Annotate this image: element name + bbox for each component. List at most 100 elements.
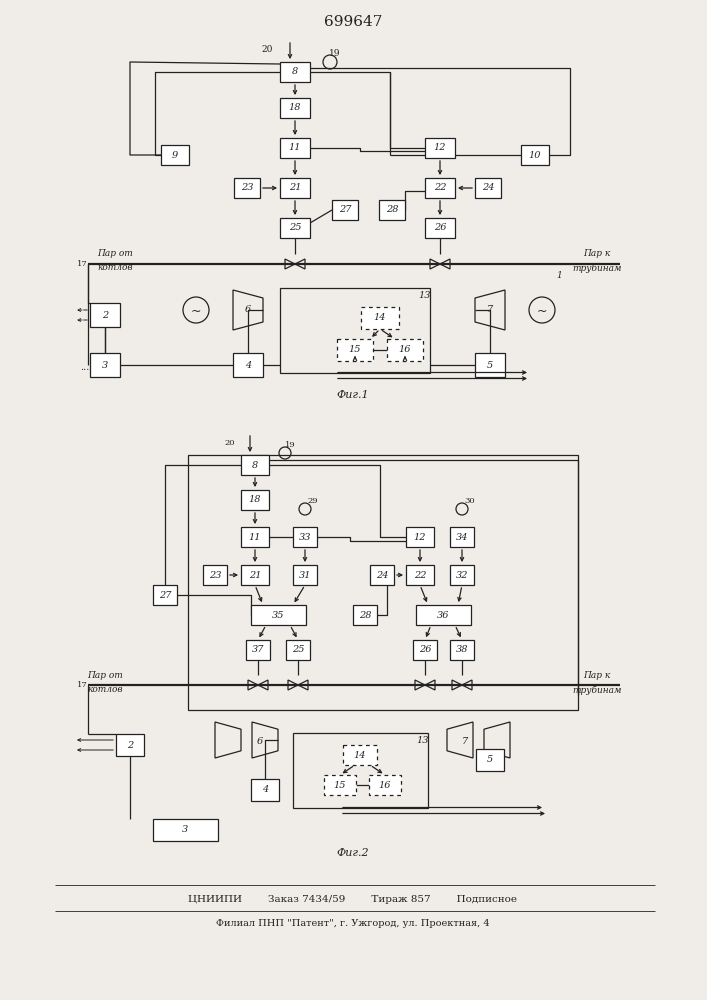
Text: 22: 22 bbox=[414, 570, 426, 580]
Bar bbox=[332, 200, 358, 220]
Bar bbox=[161, 145, 189, 165]
Text: котлов: котлов bbox=[97, 263, 133, 272]
Bar bbox=[280, 138, 310, 158]
Text: 13: 13 bbox=[419, 291, 431, 300]
Text: 6: 6 bbox=[257, 738, 263, 746]
Text: 29: 29 bbox=[308, 497, 318, 505]
Text: 26: 26 bbox=[419, 646, 431, 654]
Bar bbox=[241, 490, 269, 510]
Bar bbox=[387, 339, 423, 361]
Text: Пар от: Пар от bbox=[97, 249, 133, 258]
Bar bbox=[475, 353, 505, 377]
Bar bbox=[521, 145, 549, 165]
Text: 23: 23 bbox=[209, 570, 221, 580]
Text: 5: 5 bbox=[487, 360, 493, 369]
Text: 24: 24 bbox=[481, 184, 494, 192]
Text: ...: ... bbox=[81, 362, 90, 371]
Bar bbox=[251, 779, 279, 801]
Bar bbox=[280, 62, 310, 82]
Text: 10: 10 bbox=[529, 150, 542, 159]
Bar bbox=[413, 640, 437, 660]
Bar bbox=[353, 605, 377, 625]
Text: 1: 1 bbox=[556, 271, 562, 280]
Bar bbox=[425, 178, 455, 198]
Bar bbox=[188, 455, 578, 710]
Text: Пар от: Пар от bbox=[87, 670, 123, 680]
Text: 24: 24 bbox=[375, 570, 388, 580]
Bar bbox=[250, 605, 305, 625]
Bar bbox=[246, 640, 270, 660]
Bar bbox=[406, 527, 434, 547]
Text: Фиг.2: Фиг.2 bbox=[337, 848, 369, 858]
Bar bbox=[153, 585, 177, 605]
Text: 17: 17 bbox=[77, 681, 88, 689]
Text: 12: 12 bbox=[414, 532, 426, 542]
Text: 14: 14 bbox=[374, 314, 386, 322]
Bar bbox=[425, 138, 455, 158]
Text: 15: 15 bbox=[334, 780, 346, 790]
Text: 36: 36 bbox=[437, 610, 449, 619]
Bar bbox=[293, 565, 317, 585]
Text: Пар к: Пар к bbox=[583, 249, 611, 258]
Text: Филиал ПНП "Патент", г. Ужгород, ул. Проектная, 4: Филиал ПНП "Патент", г. Ужгород, ул. Про… bbox=[216, 918, 490, 928]
Bar bbox=[280, 288, 430, 372]
Text: 8: 8 bbox=[252, 460, 258, 470]
Text: 12: 12 bbox=[434, 143, 446, 152]
Text: 35: 35 bbox=[271, 610, 284, 619]
Bar bbox=[280, 98, 310, 118]
Text: 27: 27 bbox=[339, 206, 351, 215]
Text: 3: 3 bbox=[182, 826, 188, 834]
Bar bbox=[379, 200, 405, 220]
Bar bbox=[293, 527, 317, 547]
Bar bbox=[233, 353, 263, 377]
Bar bbox=[286, 640, 310, 660]
Text: 32: 32 bbox=[456, 570, 468, 580]
Text: 28: 28 bbox=[358, 610, 371, 619]
Text: 19: 19 bbox=[329, 49, 341, 58]
Text: 30: 30 bbox=[464, 497, 475, 505]
Text: 25: 25 bbox=[288, 224, 301, 232]
Bar bbox=[369, 775, 401, 795]
Text: 33: 33 bbox=[299, 532, 311, 542]
Bar bbox=[241, 527, 269, 547]
Bar bbox=[241, 455, 269, 475]
Text: 37: 37 bbox=[252, 646, 264, 654]
Text: 18: 18 bbox=[288, 104, 301, 112]
Text: 2: 2 bbox=[127, 740, 133, 750]
Text: 20: 20 bbox=[262, 45, 273, 54]
Text: 3: 3 bbox=[102, 360, 108, 369]
Bar bbox=[241, 565, 269, 585]
Text: 34: 34 bbox=[456, 532, 468, 542]
Text: трубинам: трубинам bbox=[572, 685, 621, 695]
Text: 26: 26 bbox=[434, 224, 446, 232]
Bar bbox=[280, 218, 310, 238]
Text: ~: ~ bbox=[191, 304, 201, 318]
Text: 5: 5 bbox=[487, 756, 493, 764]
Text: 699647: 699647 bbox=[324, 15, 382, 29]
Text: 6: 6 bbox=[245, 306, 251, 314]
Text: 4: 4 bbox=[245, 360, 251, 369]
Text: 11: 11 bbox=[249, 532, 262, 542]
Bar bbox=[450, 565, 474, 585]
Text: 14: 14 bbox=[354, 750, 366, 760]
Text: 28: 28 bbox=[386, 206, 398, 215]
Bar bbox=[476, 749, 504, 771]
Text: 22: 22 bbox=[434, 184, 446, 192]
Text: 20: 20 bbox=[225, 439, 235, 447]
Bar bbox=[90, 303, 120, 327]
Text: 9: 9 bbox=[172, 150, 178, 159]
Bar bbox=[450, 640, 474, 660]
Bar bbox=[280, 178, 310, 198]
Text: 11: 11 bbox=[288, 143, 301, 152]
Bar bbox=[324, 775, 356, 795]
Text: 8: 8 bbox=[292, 68, 298, 77]
Text: 25: 25 bbox=[292, 646, 304, 654]
Text: 13: 13 bbox=[416, 736, 428, 745]
Bar bbox=[416, 605, 470, 625]
Text: 21: 21 bbox=[249, 570, 262, 580]
Text: 18: 18 bbox=[249, 495, 262, 504]
Text: ~: ~ bbox=[537, 304, 547, 318]
Text: 15: 15 bbox=[349, 346, 361, 355]
Bar bbox=[425, 218, 455, 238]
Bar bbox=[203, 565, 227, 585]
